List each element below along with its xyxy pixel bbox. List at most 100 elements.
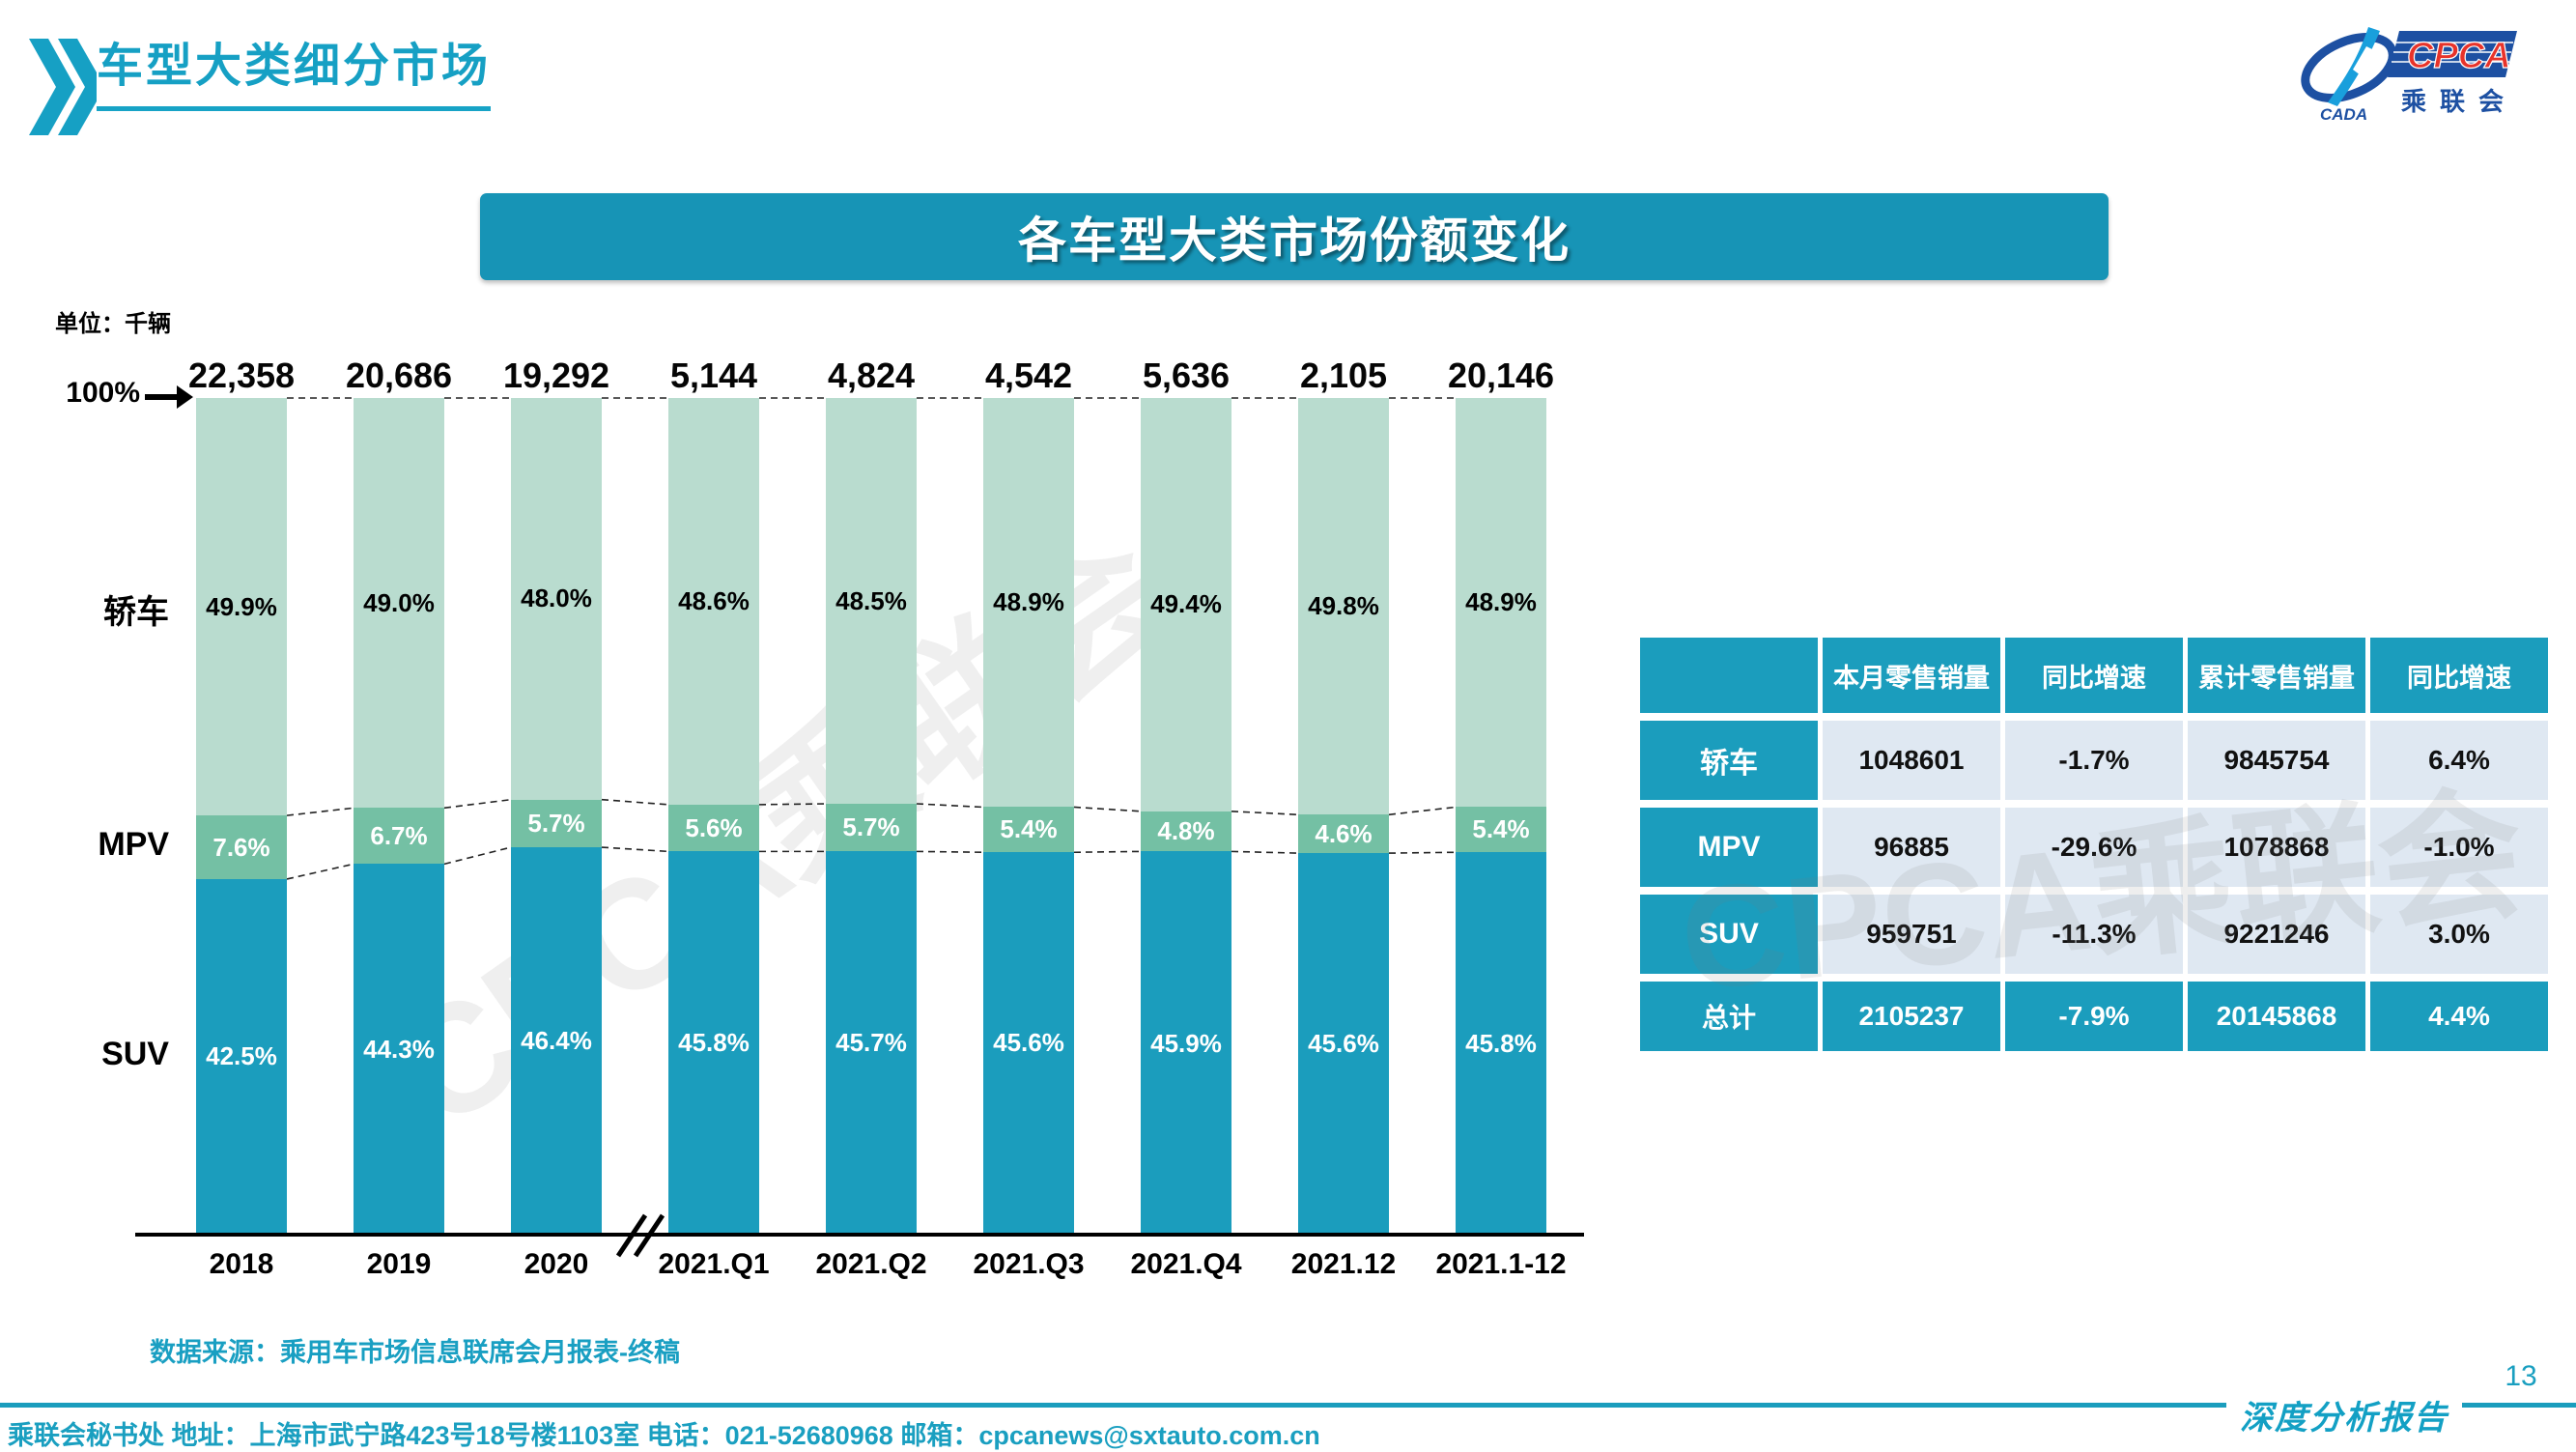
table-data-cell: -11.3% [2005, 895, 2183, 974]
table-row-MPV: MPV 96885 -29.6% 1078868 -1.0% [1640, 808, 2555, 887]
chart-title: 各车型大类市场份额变化 [1018, 214, 1571, 268]
segment-percent-label: 49.8% [1308, 591, 1379, 621]
bar-segment-轿车-2020: 48.0% [511, 398, 602, 800]
table-data-cell: 1078868 [2188, 808, 2365, 887]
table-header-cell: 同比增速 [2370, 638, 2548, 713]
x-axis-label-2020: 2020 [524, 1248, 589, 1280]
stacked-bar-chart: 22,358 49.9% 7.6% 42.5% 2018 20,686 49.0% 6.7% 4… [98, 356, 1566, 1280]
segment-percent-label: 48.6% [678, 585, 750, 615]
bar-segment-SUV-2021.Q3: 45.6% [983, 852, 1074, 1235]
bar-total-label: 4,824 [827, 356, 916, 395]
bar-total-label: 5,636 [1142, 356, 1231, 395]
bar-segment-轿车-2018: 49.9% [196, 398, 287, 816]
table-data-cell: 2105237 [1823, 982, 2000, 1051]
unit-label: 单位：千辆 [55, 311, 171, 337]
bar-segment-MPV-2021.12: 4.6% [1298, 814, 1389, 854]
segment-percent-label: 44.3% [363, 1034, 435, 1064]
bar-total-label: 4,542 [984, 356, 1073, 395]
x-axis-label-2019: 2019 [366, 1248, 432, 1280]
segment-percent-label: 48.5% [835, 585, 907, 615]
page-number: 13 [2505, 1360, 2537, 1392]
x-axis-label-2021.Q4: 2021.Q4 [1130, 1248, 1242, 1280]
bar-segment-轿车-2021.1-12: 48.9% [1456, 398, 1546, 808]
report-series-label: 深度分析报告 [2226, 1391, 2462, 1438]
footer-divider-line [0, 1403, 2576, 1408]
logo-cada-text: CADA [2320, 105, 2367, 124]
segment-percent-label: 45.8% [678, 1028, 750, 1058]
bar-segment-轿车-2021.12: 49.8% [1298, 398, 1389, 815]
chart-title-banner: 各车型大类市场份额变化 [480, 193, 2109, 280]
x-axis-label-2021.Q3: 2021.Q3 [973, 1248, 1085, 1280]
bar-segment-SUV-2021.Q2: 45.7% [826, 851, 917, 1235]
table-data-cell: -1.7% [2005, 721, 2183, 800]
x-axis-label-2021.Q2: 2021.Q2 [815, 1248, 927, 1280]
table-data-cell: 9845754 [2188, 721, 2365, 800]
segment-percent-label: 4.8% [1157, 816, 1215, 846]
segment-percent-label: 5.7% [842, 812, 900, 842]
table-row-label: 总计 [1640, 982, 1818, 1051]
bar-segment-SUV-2020: 46.4% [511, 847, 602, 1236]
segment-percent-label: 48.0% [521, 584, 592, 613]
segment-percent-label: 5.7% [527, 808, 585, 838]
bar-segment-SUV-2018: 42.5% [196, 878, 287, 1235]
segment-percent-label: 49.9% [206, 591, 277, 621]
x-axis-label-2021.12: 2021.12 [1290, 1248, 1397, 1280]
bar-segment-MPV-2021.Q4: 4.8% [1141, 811, 1231, 852]
segment-percent-label: 49.0% [363, 587, 435, 617]
bar-segment-轿车-2021.Q2: 48.5% [826, 398, 917, 804]
logo-cn-text: 乘联会 [2400, 87, 2517, 116]
table-data-cell: 959751 [1823, 895, 2000, 974]
footer-contact-info: 乘联会秘书处 地址：上海市武宁路423号18号楼1103室 电话：021-526… [8, 1421, 1320, 1450]
table-data-cell: 9221246 [2188, 895, 2365, 974]
bar-segment-SUV-2021.Q1: 45.8% [668, 851, 759, 1235]
bar-segment-MPV-2019: 6.7% [354, 808, 444, 865]
table-data-cell: 4.4% [2370, 982, 2548, 1051]
bar-segment-轿车-2021.Q1: 48.6% [668, 398, 759, 805]
page-title: 车型大类细分市场 [97, 27, 492, 111]
segment-percent-label: 48.9% [993, 587, 1064, 617]
segment-percent-label: 45.6% [1308, 1029, 1379, 1059]
segment-percent-label: 45.7% [835, 1027, 907, 1057]
segment-percent-label: 48.9% [1465, 587, 1537, 617]
bar-total-label: 2,105 [1299, 356, 1388, 395]
table-data-cell: -29.6% [2005, 808, 2183, 887]
table-header-cell: 同比增速 [2005, 638, 2183, 713]
bar-segment-轿车-2021.Q3: 48.9% [983, 398, 1074, 808]
double-chevron-icon [29, 39, 97, 135]
segment-percent-label: 42.5% [206, 1041, 277, 1071]
table-header-cell: 本月零售销量 [1823, 638, 2000, 713]
logo-cpca-text: CPCA [2407, 36, 2511, 76]
x-axis-label-2018: 2018 [209, 1248, 274, 1280]
sales-table: 本月零售销量 同比增速 累计零售销量 同比增速 轿车 1048601 -1.7% 984575… [1640, 638, 2555, 1059]
bar-segment-SUV-2021.Q4: 45.9% [1141, 851, 1231, 1236]
table-row-SUV: SUV 959751 -11.3% 9221246 3.0% [1640, 895, 2555, 974]
x-axis-label-2021.Q1: 2021.Q1 [658, 1248, 770, 1280]
bar-total-label: 20,146 [1447, 356, 1555, 395]
bar-segment-轿车-2019: 49.0% [354, 398, 444, 809]
table-header-row: 本月零售销量 同比增速 累计零售销量 同比增速 [1640, 638, 2555, 713]
segment-percent-label: 45.8% [1465, 1029, 1537, 1059]
bar-segment-MPV-2021.Q1: 5.6% [668, 804, 759, 852]
bar-total-label: 19,292 [502, 356, 610, 395]
x-axis-line [135, 1233, 1584, 1237]
segment-percent-label: 5.6% [685, 812, 743, 842]
table-data-cell: -7.9% [2005, 982, 2183, 1051]
segment-percent-label: 46.4% [521, 1026, 592, 1056]
bar-segment-SUV-2021.1-12: 45.8% [1456, 852, 1546, 1236]
segment-percent-label: 7.6% [212, 832, 270, 862]
series-label-轿车: 轿车 [103, 594, 169, 632]
bar-total-label: 5,144 [669, 356, 758, 395]
series-label-SUV: SUV [101, 1035, 169, 1072]
bar-segment-SUV-2019: 44.3% [354, 864, 444, 1235]
segment-percent-label: 5.4% [1472, 814, 1530, 844]
axis-100-label: 100% [66, 377, 140, 409]
segment-percent-label: 49.4% [1150, 589, 1222, 619]
data-source-note: 数据来源：乘用车市场信息联席会月报表-终稿 [150, 1338, 680, 1367]
table-row-label: 轿车 [1640, 721, 1818, 800]
table-header-cell: 累计零售销量 [2188, 638, 2365, 713]
cpca-logo: CADA CPCA 乘联会 [2301, 27, 2517, 124]
bar-segment-MPV-2021.Q3: 5.4% [983, 807, 1074, 853]
bar-total-label: 22,358 [187, 356, 296, 395]
segment-percent-label: 6.7% [370, 820, 428, 850]
table-data-cell: 3.0% [2370, 895, 2548, 974]
